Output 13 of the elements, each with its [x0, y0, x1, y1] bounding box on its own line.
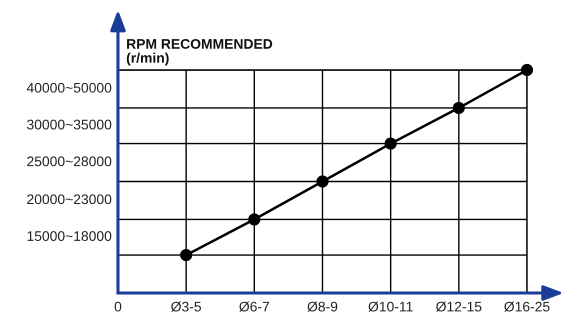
x-tick-label: Ø8-9 [308, 301, 338, 312]
y-axis-title: RPM RECOMMENDED (r/min) [126, 39, 272, 66]
text: 30000~35000 [27, 120, 112, 130]
text: 25000~28000 [27, 156, 112, 166]
x-tick-label: Ø6-7 [239, 301, 270, 312]
x-tick-label: Ø12-15 [436, 301, 482, 312]
x-tick-label: Ø16-25 [504, 301, 550, 312]
x-tick-label: 0 [114, 302, 122, 312]
text: 20000~23000 [27, 194, 112, 204]
x-tick-label: Ø3-5 [171, 301, 201, 312]
text: 15000~18000 [28, 231, 112, 241]
text: 40000~50000 [26, 82, 112, 93]
x-tick-label: Ø10-11 [368, 301, 413, 312]
